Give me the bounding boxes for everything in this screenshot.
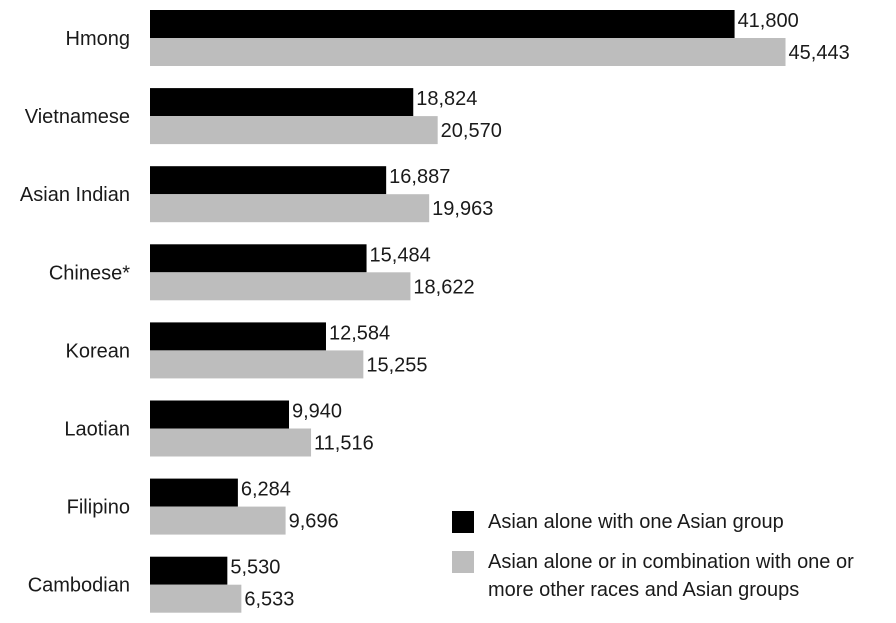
- value-label-alone-korean: 12,584: [329, 322, 390, 344]
- value-label-combination-korean: 15,255: [366, 354, 427, 376]
- value-label-combination-chinese: 18,622: [413, 276, 474, 298]
- bar-alone-korean: [150, 322, 326, 351]
- bar-alone-asian-indian: [150, 166, 387, 195]
- value-label-combination-asian-indian: 19,963: [432, 198, 493, 220]
- bar-alone-vietnamese: [150, 88, 414, 117]
- value-label-combination-laotian: 11,516: [314, 433, 374, 455]
- bar-combination-cambodian: [150, 584, 242, 613]
- value-label-alone-filipino: 6,284: [241, 479, 291, 501]
- legend-item-alone: Asian alone with one Asian group: [452, 508, 892, 536]
- value-label-alone-chinese: 15,484: [370, 244, 431, 266]
- category-label-vietnamese: Vietnamese: [25, 106, 130, 128]
- legend-label-combination: Asian alone or in combination with one o…: [488, 551, 854, 601]
- value-label-alone-asian-indian: 16,887: [389, 166, 450, 188]
- chart-legend: Asian alone with one Asian group Asian a…: [452, 508, 892, 616]
- value-label-combination-hmong: 45,443: [789, 42, 850, 64]
- legend-label-alone: Asian alone with one Asian group: [488, 511, 784, 533]
- legend-item-combination: Asian alone or in combination with one o…: [452, 548, 892, 604]
- category-label-filipino: Filipino: [67, 497, 130, 519]
- value-label-alone-laotian: 9,940: [292, 401, 342, 423]
- category-label-cambodian: Cambodian: [28, 575, 130, 597]
- bar-combination-chinese: [150, 272, 411, 301]
- bar-combination-hmong: [150, 38, 786, 66]
- value-label-alone-hmong: 41,800: [738, 10, 799, 32]
- bar-combination-filipino: [150, 506, 286, 535]
- category-label-hmong: Hmong: [66, 28, 130, 50]
- category-label-korean: Korean: [66, 340, 131, 362]
- value-label-combination-vietnamese: 20,570: [441, 120, 502, 142]
- category-label-asian-indian: Asian Indian: [20, 184, 130, 206]
- category-label-chinese: Chinese*: [49, 262, 130, 284]
- value-label-combination-cambodian: 6,533: [244, 589, 294, 611]
- category-label-laotian: Laotian: [64, 419, 130, 441]
- value-label-combination-filipino: 9,696: [289, 511, 339, 533]
- legend-swatch-combination: [452, 551, 474, 573]
- bar-combination-vietnamese: [150, 116, 438, 145]
- value-label-alone-vietnamese: 18,824: [416, 88, 477, 110]
- bar-alone-cambodian: [150, 556, 228, 585]
- legend-swatch-alone: [452, 511, 474, 533]
- bar-alone-hmong: [150, 10, 735, 38]
- bar-combination-laotian: [150, 428, 312, 457]
- value-label-alone-cambodian: 5,530: [230, 557, 280, 579]
- bar-combination-asian-indian: [150, 194, 430, 223]
- bar-alone-chinese: [150, 244, 367, 273]
- bar-alone-laotian: [150, 400, 290, 429]
- bar-alone-filipino: [150, 478, 238, 507]
- bar-combination-korean: [150, 350, 364, 379]
